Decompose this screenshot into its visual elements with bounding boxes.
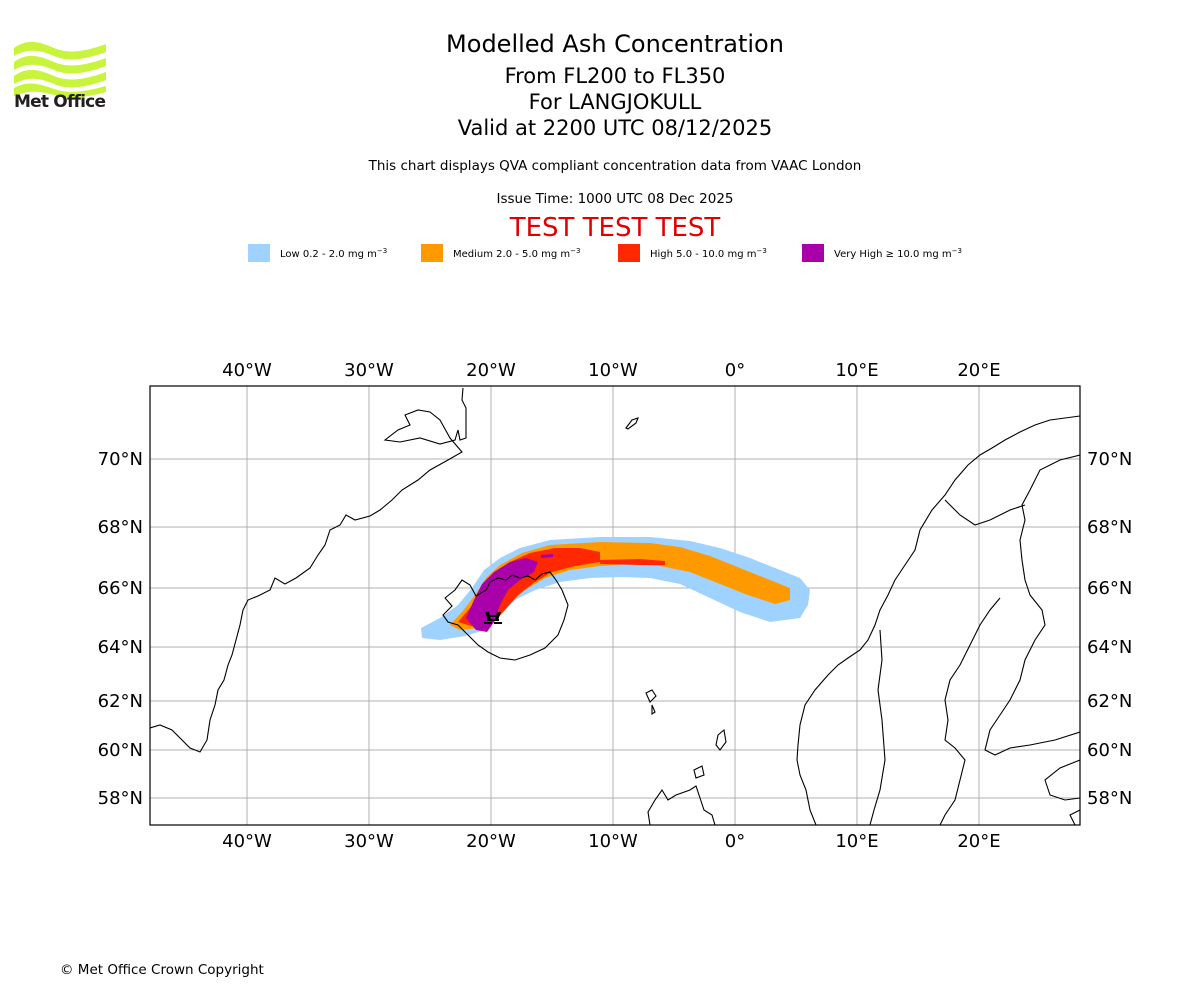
lat-tick-label-right: 60°N [1087,740,1132,761]
lon-tick-label-bottom: 0° [725,831,745,852]
coastline-greenland [150,387,467,753]
lon-tick-label-top: 40°W [222,360,272,381]
lat-tick-label-right: 68°N [1087,517,1132,538]
lon-tick-label-top: 20°W [466,360,516,381]
chart-description: This chart displays QVA compliant concen… [368,158,862,174]
volcano-icon[interactable] [484,611,502,624]
lat-tick-label-left: 62°N [98,691,143,712]
lat-tick-label-left: 64°N [98,637,143,658]
legend-swatch-high [618,244,640,262]
legend-swatch-medium [421,244,443,262]
coastline-sweden-finland [984,454,1080,756]
test-banner: TEST TEST TEST [509,213,721,243]
coastline-norway [796,415,1080,825]
ash-area-high-streak [600,559,665,565]
coastline-iceland [442,571,569,661]
chart-title: Modelled Ash Concentration [446,30,784,58]
map-frame [149,385,1081,826]
ash-area-very-high-patch [541,554,553,558]
lon-tick-label-bottom: 30°W [344,831,394,852]
lon-tick-label-top: 10°W [588,360,638,381]
legend-swatch-low [248,244,270,262]
volcano-name: For LANGJOKULL [528,90,702,114]
lon-tick-label-bottom: 10°E [835,831,878,852]
lat-tick-label-left: 58°N [98,788,143,809]
map-background [150,386,1080,825]
lat-tick-label-right: 64°N [1087,637,1132,658]
lat-tick-label-right: 62°N [1087,691,1132,712]
lon-tick-label-top: 0° [725,360,745,381]
issue-time: Issue Time: 1000 UTC 08 Dec 2025 [496,191,734,207]
legend-label-high: High 5.0 - 10.0 mg m [650,249,757,260]
gridlines [150,386,1080,825]
coastline-shetland [715,728,727,751]
ash-plume [421,537,810,640]
legend-label-medium: Medium 2.0 - 5.0 mg m [453,249,571,260]
legend-label-very-high: Very High ≥ 10.0 mg m [834,249,952,260]
lon-tick-label-top: 20°E [957,360,1000,381]
legend-swatch-very-high [802,244,824,262]
coastlines [150,387,1080,825]
lat-tick-label-left: 60°N [98,740,143,761]
coastline-faroes [645,689,657,716]
coastline-gulf-of-bothnia [939,597,1001,825]
coastline-orkney [693,765,705,779]
lat-tick-label-right: 70°N [1087,449,1132,470]
axis-ticks: 40°W 40°W 30°W 30°W 20°W 20°W 10°W 10°W 0° 0° 10°E… [98,360,1133,852]
coastline-baltic [1044,759,1080,825]
lat-tick-label-right: 58°N [1087,788,1132,809]
legend-label-low: Low 0.2 - 2.0 mg m [280,249,377,260]
met-office-logo-icon [14,41,106,98]
lon-tick-label-bottom: 20°E [957,831,1000,852]
lat-tick-label-left: 70°N [98,449,143,470]
lat-tick-label-left: 66°N [98,578,143,599]
coastline-inland-border [869,499,1026,825]
lon-tick-label-bottom: 40°W [222,831,272,852]
lon-tick-label-bottom: 20°W [466,831,516,852]
lon-tick-label-top: 30°W [344,360,394,381]
coastline-scotland [647,785,716,825]
lon-tick-label-bottom: 10°W [588,831,638,852]
ash-area-very-high [466,558,538,632]
lat-tick-label-right: 66°N [1087,578,1132,599]
valid-time: Valid at 2200 UTC 08/12/2025 [457,116,773,140]
lon-tick-label-top: 10°E [835,360,878,381]
met-office-logo-text: Met Office [14,92,106,112]
flight-level-range: From FL200 to FL350 [504,64,726,88]
coastline-jan-mayen [625,417,639,430]
copyright-text: © Met Office Crown Copyright [60,962,264,978]
lat-tick-label-left: 68°N [98,517,143,538]
